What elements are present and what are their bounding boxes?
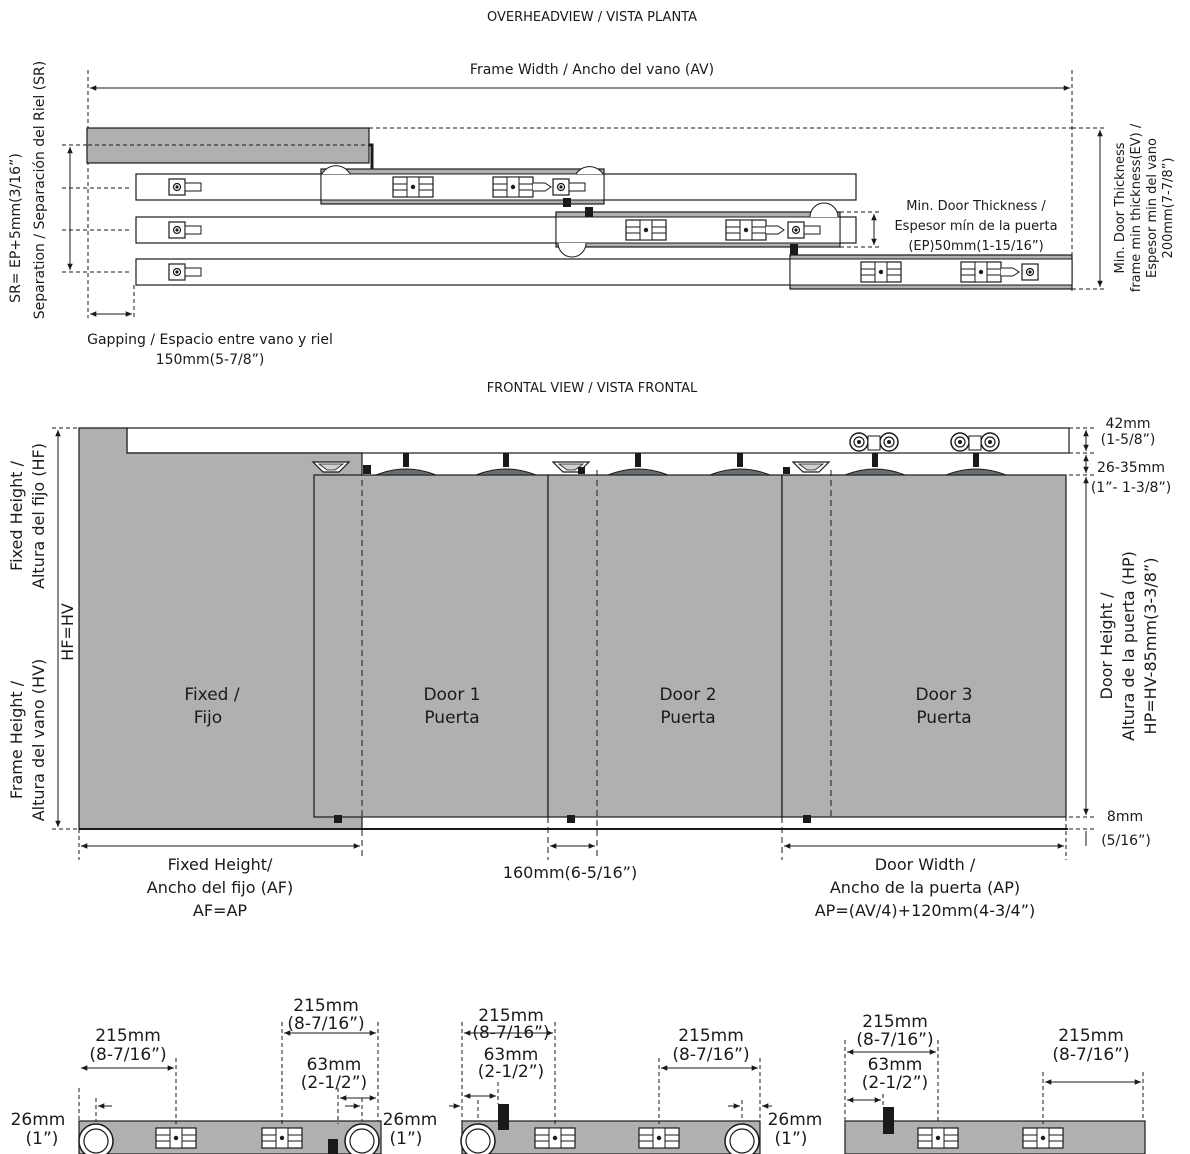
rail-height-mm: 42mm <box>1105 416 1150 432</box>
frontal-rail <box>126 427 1070 454</box>
detail1-63-mm: 63mm <box>307 1055 362 1075</box>
min-door-thickness-dimension: Min. Door Thickness / Espesor mín de la … <box>840 199 1058 254</box>
gap-height-in: (1”- 1-3/8”) <box>1091 480 1171 496</box>
rail-height-in: (1-5/8”) <box>1101 432 1156 448</box>
detail2-215-in-a: (8-7/16”) <box>472 1023 549 1043</box>
overlap-lines <box>361 470 832 860</box>
detail-view-2: 215mm (8-7/16”) 215mm (8-7/16”) 63mm (2-… <box>449 1006 822 1154</box>
door-height-line3: HP=HV-85mm(3-3/8”) <box>1141 558 1160 735</box>
sr-separation-label: Separation / Separación del Riel (SR) <box>32 61 48 319</box>
detail1-215-in-b: (8-7/16”) <box>287 1014 364 1034</box>
door-2-line1: Door 2 <box>659 685 716 705</box>
detail1-26-mm-right: 26mm <box>383 1110 438 1130</box>
overhead-rail-1 <box>135 165 857 207</box>
frame-height-line2: Altura del vano (HV) <box>29 659 48 822</box>
detail1-26-in-left: (1”) <box>26 1129 59 1149</box>
door-width-line3: AP=(AV/4)+120mm(4-3/4”) <box>815 901 1036 920</box>
detail3-215-in-a: (8-7/16”) <box>856 1030 933 1050</box>
gapping-line2: 150mm(5-7/8”) <box>156 352 265 368</box>
bottom-gap-mm: 8mm <box>1107 809 1143 825</box>
detail1-215-in-a: (8-7/16”) <box>89 1045 166 1065</box>
right-dimensions: 42mm (1-5/8”) 26-35mm (1”- 1-3/8”) Door … <box>1069 416 1171 849</box>
door-height-line2: Altura de la puerta (HP) <box>1119 551 1138 741</box>
detail2-26-in: (1”) <box>775 1129 808 1149</box>
min-door-thickness-line2: Espesor mín de la puerta <box>894 219 1057 234</box>
door-1-line1: Door 1 <box>423 685 480 705</box>
sr-formula-label: SR= EP+5mm(3/16”) <box>8 153 24 303</box>
rail-rollers <box>849 432 1000 452</box>
detail3-215-mm-b: 215mm <box>1058 1026 1124 1046</box>
top-fittings <box>312 452 1007 476</box>
gapping-dimension: Gapping / Espacio entre vano y riel 150m… <box>87 285 333 368</box>
door-3-panel <box>781 474 1067 818</box>
detail2-215-in-b: (8-7/16”) <box>672 1045 749 1065</box>
door-2-panel <box>547 474 783 818</box>
min-frame-line3: Espesor min del vano <box>1145 138 1160 278</box>
gapping-line1: Gapping / Espacio entre vano y riel <box>87 332 333 348</box>
detail2-63-in: (2-1/2”) <box>478 1062 544 1082</box>
detail3-63-in: (2-1/2”) <box>862 1073 928 1093</box>
min-frame-thickness-dimension: Min. Door Thickness frame min thickness(… <box>1072 123 1176 292</box>
min-frame-line4: 200mm(7-7/8”) <box>1161 158 1176 259</box>
left-height-dimensions: Fixed Height / Altura del fijo (HF) HF=H… <box>7 427 79 830</box>
fixed-width-line2: Ancho del fijo (AF) <box>147 878 293 897</box>
overhead-rail-3 <box>135 254 1073 290</box>
frontal-title: FRONTAL VIEW / VISTA FRONTAL <box>487 381 698 396</box>
bottom-gap-in: (5/16”) <box>1101 833 1151 849</box>
door-width-line2: Ancho de la puerta (AP) <box>830 878 1020 897</box>
door-3-line2: Puerta <box>916 708 971 728</box>
bottom-guides <box>334 815 811 823</box>
overlap-label: 160mm(6-5/16”) <box>503 863 637 882</box>
detail-view-1: 215mm (8-7/16”) 215mm (8-7/16”) 63mm (2-… <box>11 996 438 1154</box>
min-frame-line2: frame min thickness(EV) / <box>1129 123 1144 292</box>
detail1-26-in-right: (1”) <box>390 1129 423 1149</box>
detail3-215-mm-a: 215mm <box>862 1012 928 1032</box>
detail3-215-in-b: (8-7/16”) <box>1052 1045 1129 1065</box>
fixed-height-line2: Altura del fijo (HF) <box>29 443 48 589</box>
fixed-height-line1: Fixed Height / <box>7 460 26 571</box>
detail1-26-mm-left: 26mm <box>11 1110 66 1130</box>
detail1-215-mm-a: 215mm <box>95 1026 161 1046</box>
detail2-26-mm: 26mm <box>768 1110 823 1130</box>
min-door-thickness-line3: (EP)50mm(1-15/16”) <box>908 239 1043 254</box>
detail2-63-mm: 63mm <box>484 1045 539 1065</box>
door-3-line1: Door 3 <box>915 685 972 705</box>
separation-dimension <box>62 144 130 273</box>
hf-hv-label: HF=HV <box>58 603 77 661</box>
detail-view-3: 215mm (8-7/16”) 215mm (8-7/16”) 63mm (2-… <box>844 1012 1146 1154</box>
min-frame-line1: Min. Door Thickness <box>1113 142 1128 273</box>
detail2-215-mm-a: 215mm <box>478 1006 544 1026</box>
door-1-panel <box>313 474 549 818</box>
gap-height-mm: 26-35mm <box>1097 460 1165 476</box>
frame-height-line1: Frame Height / <box>7 680 26 799</box>
overhead-title: OVERHEADVIEW / VISTA PLANTA <box>487 10 697 25</box>
detail2-215-mm-b: 215mm <box>678 1026 744 1046</box>
fixed-panel-line1: Fixed / <box>184 685 239 705</box>
min-door-thickness-line1: Min. Door Thickness / <box>906 199 1046 214</box>
detail1-215-mm-b: 215mm <box>293 996 359 1016</box>
frame-width-label: Frame Width / Ancho del vano (AV) <box>470 62 714 78</box>
door-1-line2: Puerta <box>424 708 479 728</box>
door-width-line1: Door Width / <box>875 855 976 874</box>
detail3-63-mm: 63mm <box>868 1055 923 1075</box>
fixed-width-line1: Fixed Height/ <box>168 855 273 874</box>
door-2-line2: Puerta <box>660 708 715 728</box>
width-dimensions: Fixed Height/ Ancho del fijo (AF) AF=AP … <box>78 817 1067 920</box>
fixed-panel-line2: Fijo <box>194 708 222 728</box>
detail1-63-in: (2-1/2”) <box>301 1073 367 1093</box>
fixed-width-line3: AF=AP <box>193 901 248 920</box>
overhead-rail-2 <box>135 202 857 258</box>
door-height-line1: Door Height / <box>1097 592 1116 700</box>
